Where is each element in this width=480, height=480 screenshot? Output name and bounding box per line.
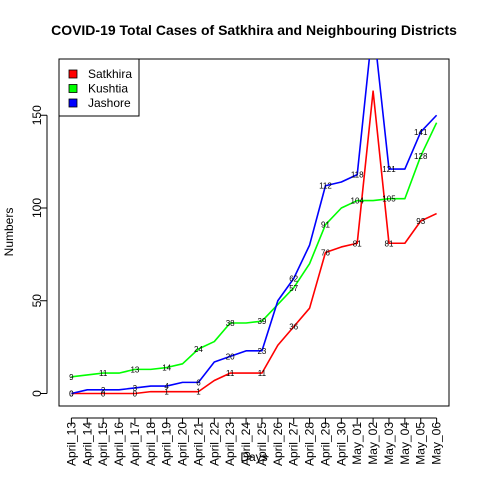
x-tick-label: April_13 [64,422,78,466]
data-label-satkhira: 81 [353,239,362,248]
x-tick-label: April_18 [144,422,158,466]
data-label-satkhira: 81 [385,239,394,248]
data-label-jashore: 0 [69,390,74,399]
x-tick-label: April_14 [80,422,94,466]
data-label-jashore: 6 [196,378,201,387]
series-line-satkhira [71,90,437,395]
data-label-satkhira: 11 [226,369,235,378]
x-axis: April_13 April_14 April_15 April_16 April_17… [64,417,444,466]
x-tick-label: May_06 [430,422,444,465]
x-tick-label: April_22 [207,422,221,466]
x-tick-label: May_03 [382,422,396,465]
legend-label-jashore: Jashore [88,96,131,110]
data-label-satkhira: 76 [321,249,330,258]
x-tick-label: April_16 [112,422,126,466]
x-tick-label: April_26 [271,422,285,466]
data-label-satkhira: 11 [258,369,267,378]
data-label-kushtia: 38 [226,319,235,328]
data-label-kushtia: 14 [162,364,171,373]
y-tick-label: 150 [30,105,44,125]
x-tick-label: May_05 [414,422,428,465]
series-layer [71,59,438,395]
data-label-jashore: 118 [351,171,364,180]
data-label-kushtia: 13 [130,365,139,374]
x-tick-label: May_01 [350,422,364,465]
data-label-jashore: 3 [133,384,138,393]
x-tick-label: April_19 [160,422,174,466]
data-label-kushtia: 9 [69,373,74,382]
legend-swatch-kushtia [68,84,78,93]
x-tick-label: April_15 [96,422,110,466]
x-tick-label: April_20 [176,422,190,466]
data-label-satkhira: 36 [289,323,298,332]
x-tick-label: April_23 [223,422,237,466]
x-tick-label: April_30 [334,422,348,466]
data-label-jashore: 141 [414,128,428,137]
data-label-kushtia: 39 [257,317,266,326]
data-label-kushtia: 128 [414,152,428,161]
data-label-jashore: 121 [382,165,396,174]
data-label-satkhira: 93 [416,217,425,226]
y-tick-label: 50 [30,294,44,308]
legend-label-kushtia: Kushtia [88,82,128,96]
x-tick-label: April_24 [239,422,253,466]
data-label-satkhira: 1 [164,388,169,397]
plot-border [58,58,450,407]
data-label-satkhira: 0 [101,390,106,399]
data-label-satkhira: 0 [133,390,138,399]
data-label-satkhira: 0 [69,390,74,399]
series-line-jashore [71,59,438,395]
chart-title: COVID-19 Total Cases of Satkhira and Nei… [51,22,457,38]
data-label-satkhira: 1 [196,388,201,397]
data-label-jashore: 2 [101,386,106,395]
legend-swatch-satkhira [68,69,78,79]
data-label-jashore: 23 [257,347,266,356]
y-tick-label: 100 [30,198,44,218]
x-tick-label: May_02 [366,422,380,465]
data-label-kushtia: 105 [382,195,396,204]
data-label-kushtia: 24 [194,345,203,354]
data-label-kushtia: 104 [351,197,365,206]
data-label-jashore: 62 [289,274,298,283]
x-tick-label: April_29 [318,422,332,466]
legend-label-satkhira: Satkhira [88,67,132,81]
x-tick-label: April_25 [255,422,269,466]
data-label-jashore: 20 [226,352,235,361]
x-tick-label: May_04 [398,422,412,465]
y-tick-label: 0 [30,390,44,397]
y-axis-label: Numbers [2,208,16,257]
series-line-kushtia [71,122,438,378]
data-label-kushtia: 11 [99,369,108,378]
x-axis-label: Days [240,450,267,464]
x-tick-label: April_27 [287,422,301,466]
plot-area [58,58,450,407]
x-tick-label: April_28 [303,422,317,466]
x-tick-label: April_21 [191,422,205,466]
data-label-kushtia: 91 [321,221,330,230]
data-label-kushtia: 57 [289,284,298,293]
x-tick-label: April_17 [128,422,142,466]
data-label-jashore: 112 [319,182,332,191]
data-label-jashore: 4 [164,382,169,391]
legend-swatch-jashore [68,98,78,108]
y-axis: 0 50 100 150 [30,105,48,397]
